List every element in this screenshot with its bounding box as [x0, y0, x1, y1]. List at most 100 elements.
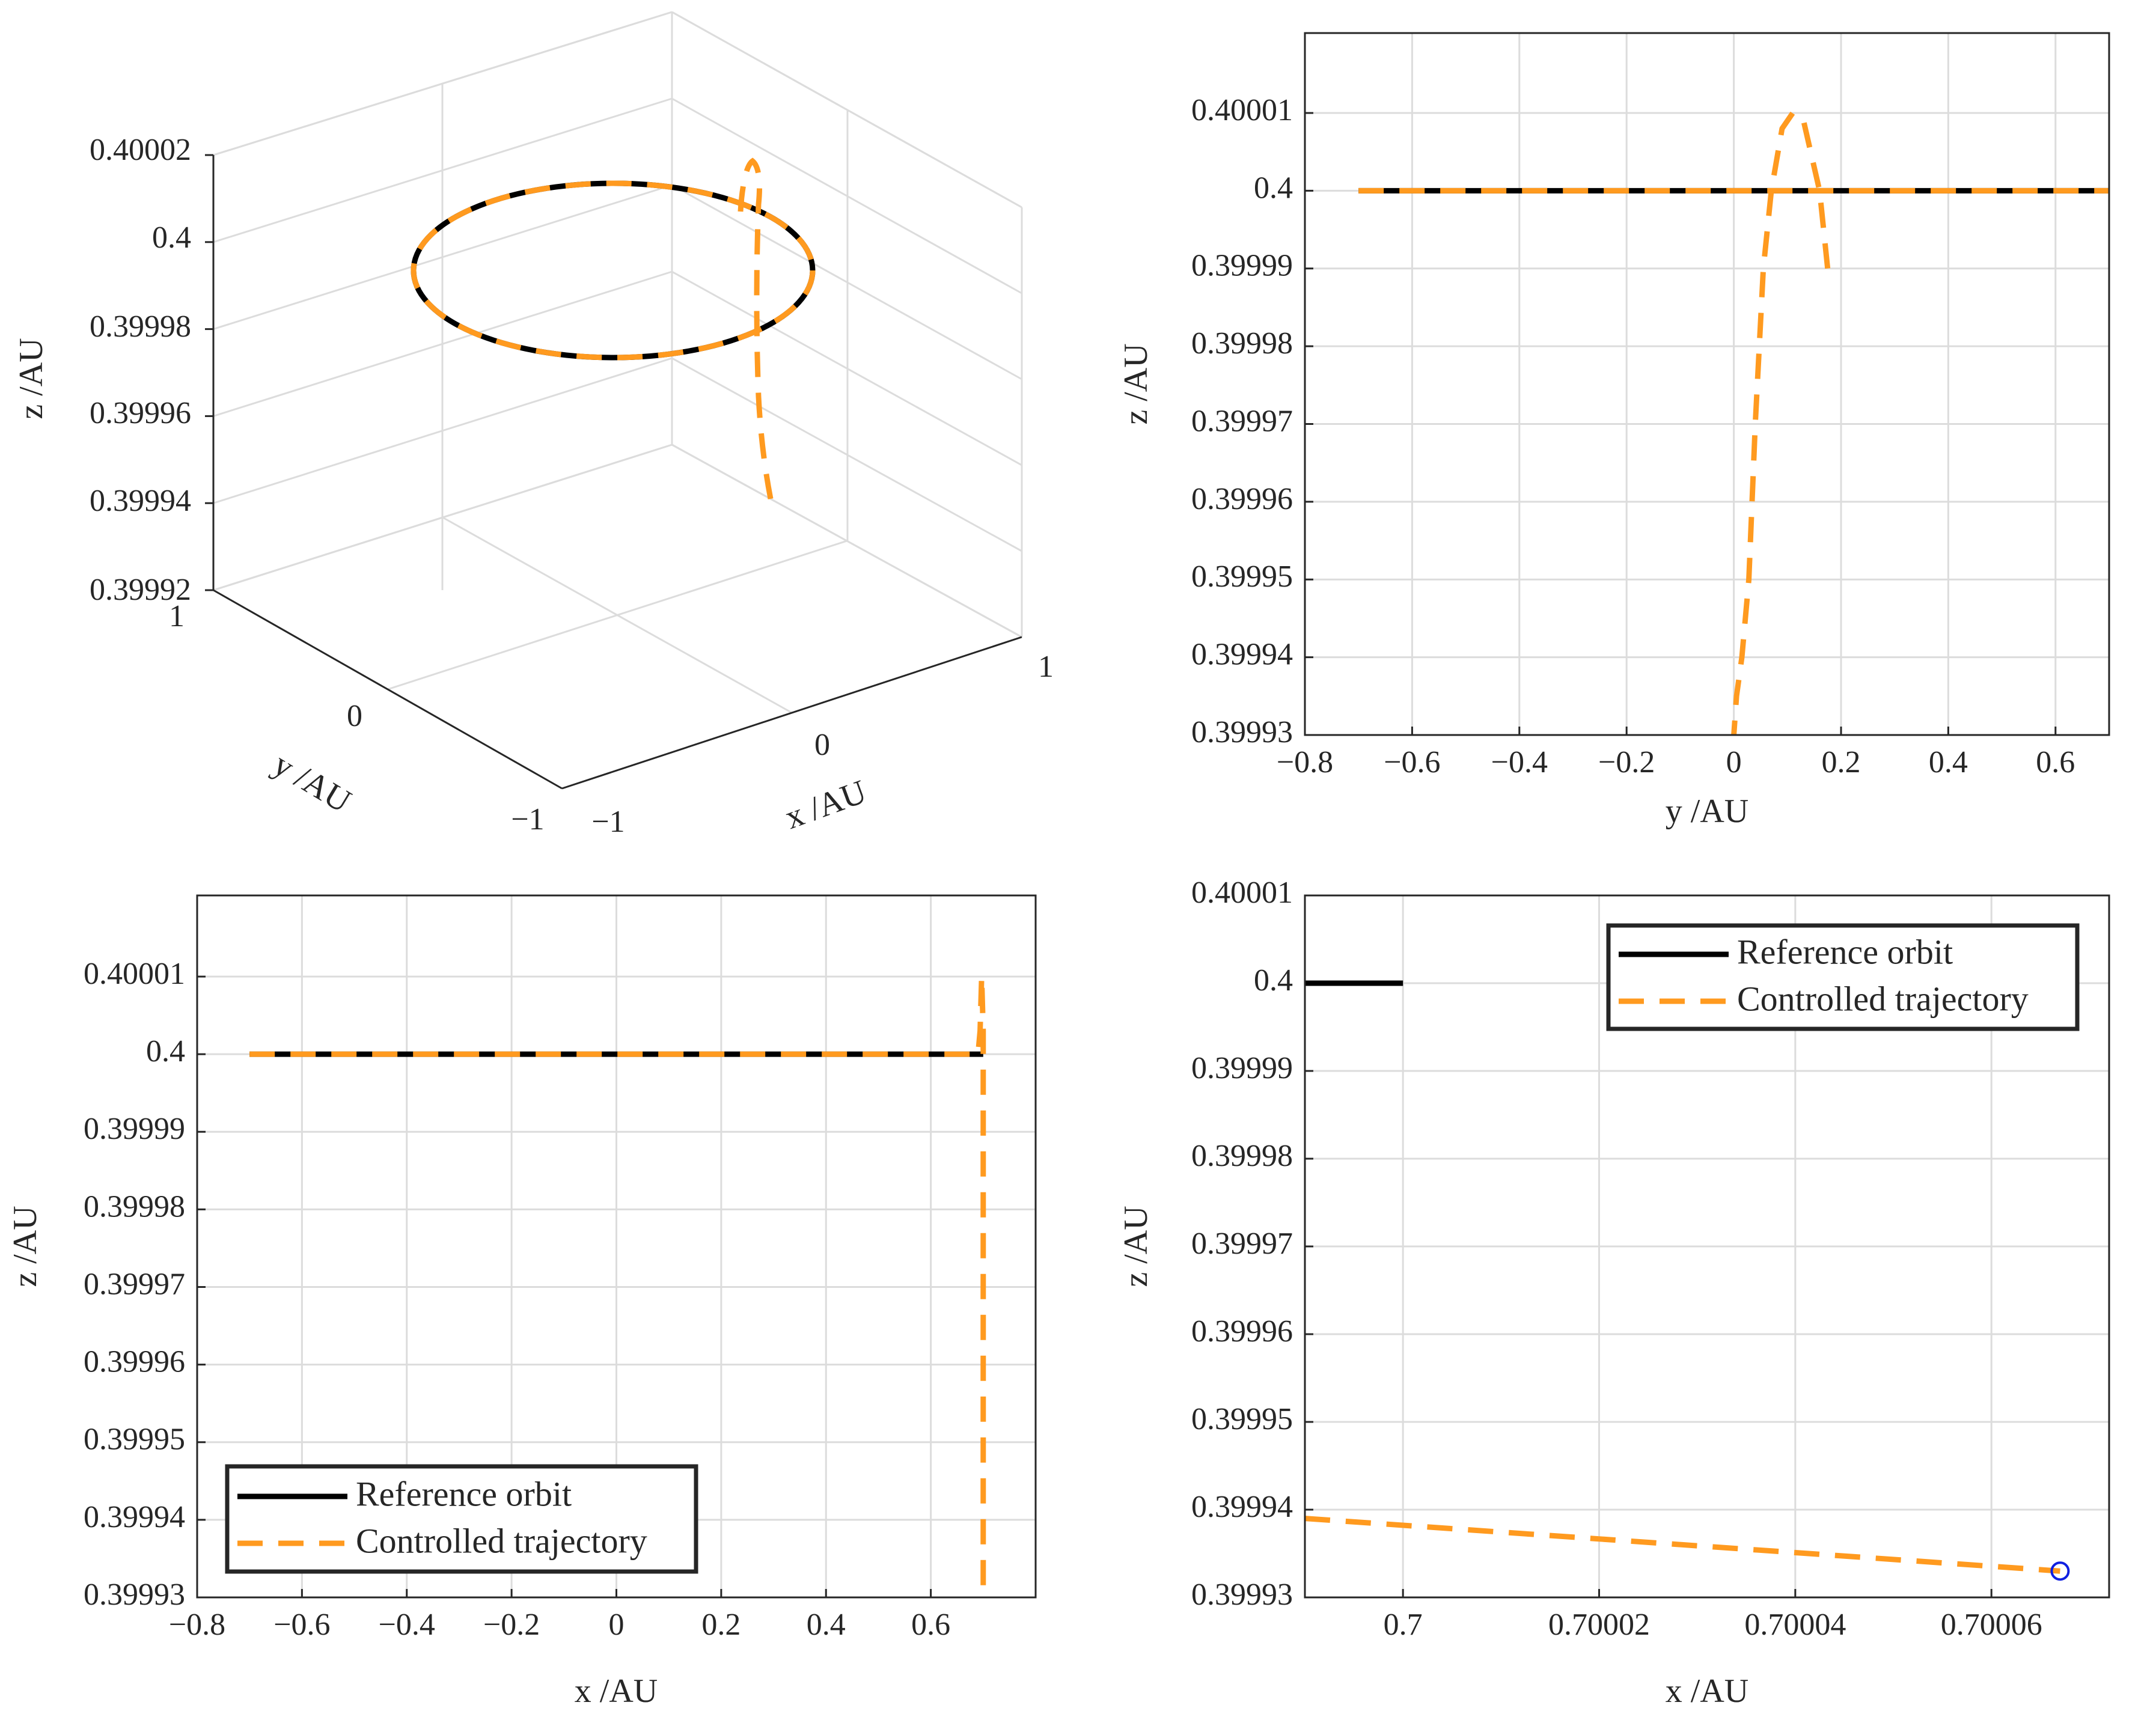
- controlled-trajectory-line: [1304, 1516, 2060, 1574]
- x-tick-label: 0.6: [911, 1608, 950, 1642]
- panel-xz-frame: [196, 894, 1037, 1599]
- legend-reference-label: Reference orbit: [356, 1474, 572, 1513]
- x-tick-label: 0: [814, 728, 830, 762]
- controlled-trajectory-line: [249, 974, 986, 1597]
- panel-xz-zoom: 0.7 0.70002 0.70004 0.70006 0.39993 0.39994 0.…: [1117, 876, 2110, 1710]
- y-tick-label: 1: [169, 599, 185, 633]
- y-tick-label: 0.39993: [1191, 1578, 1293, 1612]
- y-tick-label: 0.39997: [1191, 404, 1293, 438]
- panel-xz-xlabel: x /AU: [575, 1673, 658, 1710]
- y-tick-label: −1: [511, 802, 544, 837]
- panel-yz-ticks: −0.8 −0.6 −0.4 −0.2 0 0.2 0.4 0.6 0.39993 0.39994…: [1191, 93, 2075, 779]
- panel-xz-legend: Reference orbit Controlled trajectory: [225, 1464, 698, 1574]
- y-tick-label: 0.39997: [1191, 1227, 1293, 1261]
- controlled-trajectory-line: [411, 180, 816, 361]
- panel-3d-ylabel: y /AU: [267, 745, 358, 820]
- panel-xz-zoom-ylabel: z /AU: [1117, 1206, 1155, 1287]
- y-tick-label: 0.4: [1254, 171, 1293, 205]
- x-tick-label: 0.70004: [1744, 1608, 1846, 1642]
- x-tick-label: 0.2: [701, 1608, 741, 1642]
- grid-line: [442, 516, 793, 714]
- panel-yz-series: [1358, 110, 2109, 736]
- z-tick-label: 0.39996: [90, 396, 191, 430]
- y-tick-label: 0.39996: [1191, 1314, 1293, 1349]
- y-tick-label: 0.39994: [1191, 1490, 1293, 1524]
- panel-yz-xlabel: y /AU: [1666, 793, 1748, 830]
- y-tick-label: 0.39998: [1191, 1139, 1293, 1173]
- y-tick-label: 0.39998: [1191, 326, 1293, 361]
- z-tick-label: 0.4: [152, 221, 191, 255]
- y-tick-label: 0.39994: [1191, 638, 1293, 672]
- panel-xz: −0.8 −0.6 −0.4 −0.2 0 0.2 0.4 0.6 0.39993 0.39994…: [7, 894, 1037, 1710]
- y-axis-line: [213, 589, 563, 790]
- panel-3d-xlabel: x /AU: [780, 773, 871, 837]
- panel-xz-zoom-xlabel: x /AU: [1666, 1673, 1748, 1710]
- x-tick-label: −0.6: [1384, 745, 1440, 779]
- legend-box: [1606, 923, 2080, 1031]
- y-tick-label: 0.39996: [1191, 482, 1293, 516]
- panel-xz-ticks: −0.8 −0.6 −0.4 −0.2 0 0.2 0.4 0.6 0.39993 0.39994…: [84, 957, 950, 1642]
- x-tick-label: 0.4: [1929, 745, 1968, 779]
- x-tick-label: −0.8: [1277, 745, 1333, 779]
- y-tick-label: 0: [347, 699, 362, 733]
- panel-xz-ylabel: z /AU: [7, 1206, 44, 1287]
- x-axis-line: [561, 636, 1022, 790]
- legend-box: [225, 1464, 698, 1574]
- panel-3d-x-ticks: −1 0 1: [591, 650, 1054, 839]
- z-tick-label: 0.39994: [90, 484, 191, 518]
- panel-3d-y-ticks: −1 0 1: [169, 599, 545, 837]
- y-tick-label: 0.39997: [84, 1267, 185, 1301]
- y-tick-label: 0.4: [146, 1034, 185, 1069]
- y-tick-label: 0.39993: [1191, 715, 1293, 749]
- panel-xz-series: [249, 974, 986, 1597]
- panel-3d-zlabel: z /AU: [13, 338, 50, 419]
- panel-yz-frame: [1304, 32, 2110, 736]
- x-tick-label: 0.2: [1822, 745, 1861, 779]
- panel-3d-controlled-trajectory: [411, 157, 816, 505]
- final-point-marker: [2050, 1561, 2070, 1581]
- y-tick-label: 0.40001: [84, 957, 185, 991]
- x-tick-label: 0: [1726, 745, 1742, 779]
- panel-xz-zoom-legend: Reference orbit Controlled trajectory: [1606, 923, 2080, 1031]
- x-tick-label: −0.4: [379, 1608, 435, 1642]
- panel-3d-grid: [205, 11, 1023, 790]
- y-tick-label: 0.39993: [84, 1578, 185, 1612]
- panel-yz-ylabel: z /AU: [1117, 343, 1155, 424]
- z-tick-label: 0.40002: [90, 133, 191, 167]
- y-tick-label: 0.39995: [84, 1423, 185, 1457]
- y-tick-label: 0.40001: [1191, 876, 1293, 910]
- x-tick-label: −0.8: [169, 1608, 225, 1642]
- y-tick-label: 0.39999: [1191, 1051, 1293, 1085]
- x-tick-label: 0: [609, 1608, 625, 1642]
- y-tick-label: 0.39995: [1191, 1402, 1293, 1436]
- panel-xz-zoom-ticks: 0.7 0.70002 0.70004 0.70006 0.39993 0.39994 0.…: [1191, 876, 2042, 1642]
- x-tick-label: 1: [1038, 650, 1054, 684]
- controlled-trajectory-descent: [737, 157, 775, 505]
- y-tick-label: 0.39999: [84, 1112, 185, 1146]
- legend-reference-label: Reference orbit: [1737, 932, 1953, 971]
- z-tick-label: 0.39992: [90, 573, 191, 607]
- panel-3d-z-ticks: 0.39992 0.39994 0.39996 0.39998 0.4 0.40…: [90, 133, 191, 607]
- panel-yz-grid: [1304, 33, 2109, 736]
- panel-xz-zoom-series: [1304, 980, 2070, 1581]
- z-tick-label: 0.39998: [90, 310, 191, 344]
- x-tick-label: −0.2: [483, 1608, 540, 1642]
- y-tick-label: 0.39994: [84, 1500, 185, 1534]
- x-tick-label: −1: [591, 805, 625, 839]
- x-tick-label: −0.6: [273, 1608, 330, 1642]
- x-tick-label: 0.7: [1384, 1608, 1423, 1642]
- x-tick-label: 0.70006: [1941, 1608, 2042, 1642]
- y-tick-label: 0.39999: [1191, 249, 1293, 283]
- grid-line: [671, 11, 1022, 209]
- x-tick-label: 0.70002: [1548, 1608, 1650, 1642]
- y-tick-label: 0.40001: [1191, 93, 1293, 127]
- y-tick-label: 0.39996: [84, 1345, 185, 1379]
- y-tick-label: 0.39995: [1191, 560, 1293, 594]
- x-tick-label: −0.4: [1491, 745, 1548, 779]
- controlled-trajectory-line: [1731, 110, 1831, 736]
- x-tick-label: 0.6: [2036, 745, 2075, 779]
- panel-xz-zoom-frame: [1304, 894, 2110, 1599]
- y-tick-label: 0.4: [1254, 963, 1293, 998]
- panel-yz: −0.8 −0.6 −0.4 −0.2 0 0.2 0.4 0.6 0.39993 0.39994…: [1117, 32, 2110, 830]
